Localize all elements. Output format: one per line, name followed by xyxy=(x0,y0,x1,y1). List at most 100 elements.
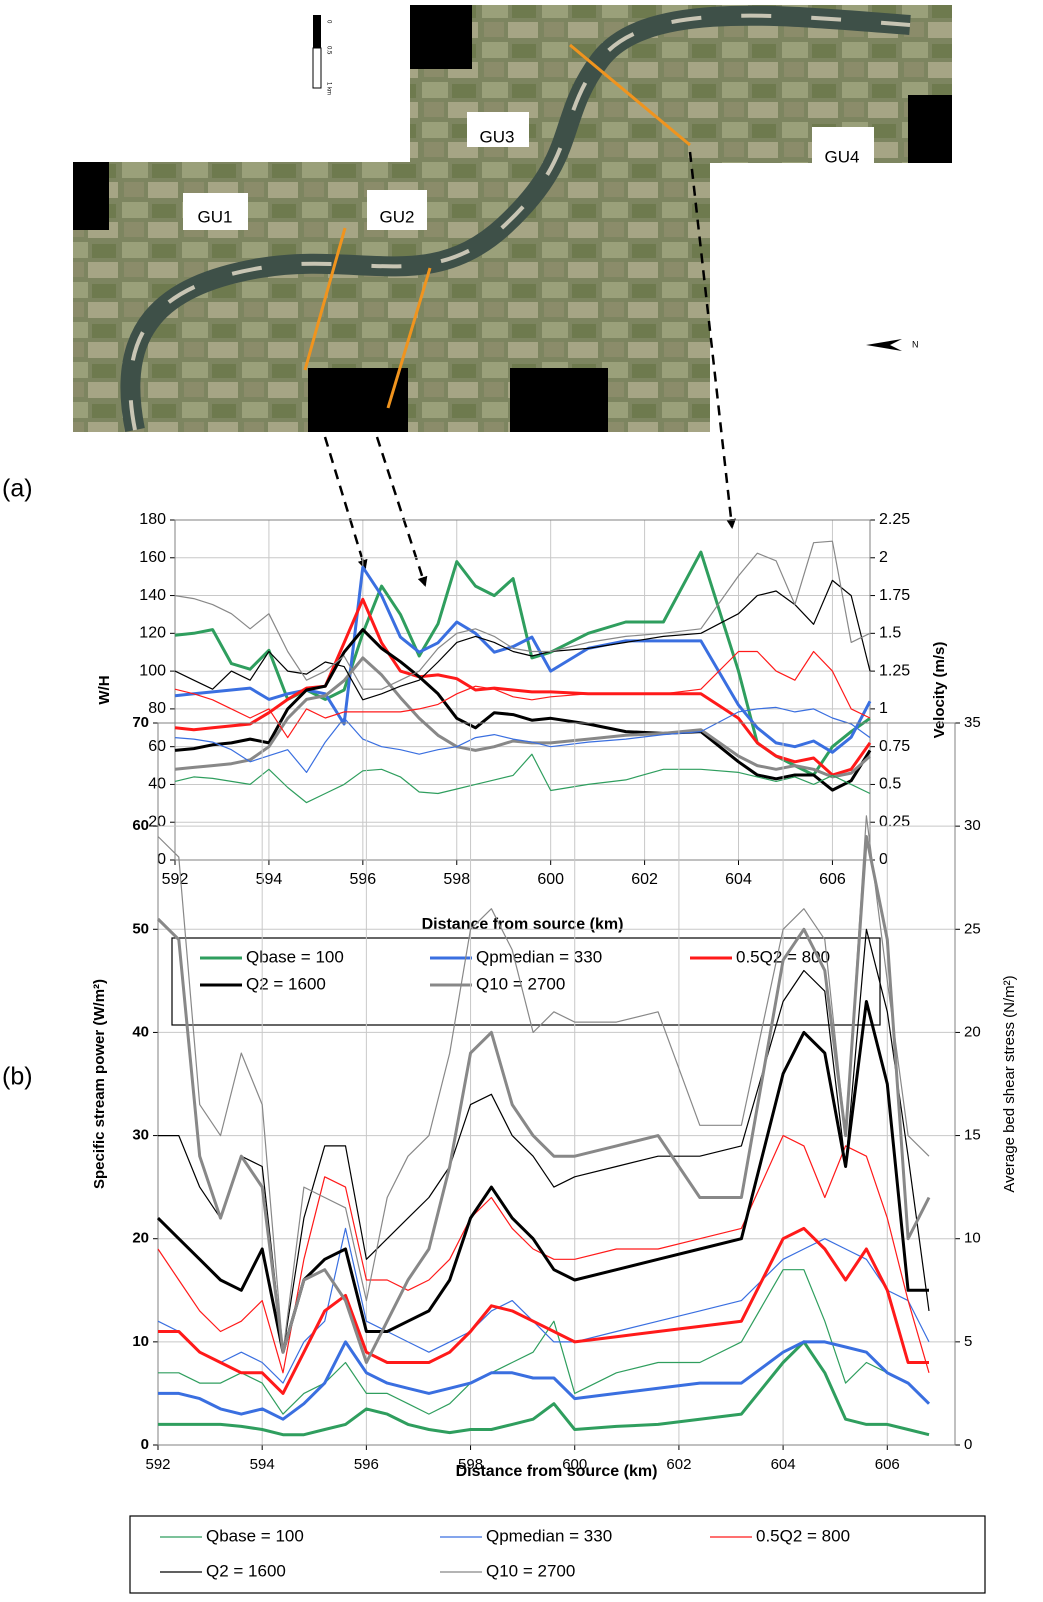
map-blank xyxy=(510,368,608,432)
y2-tick-label: 0.5 xyxy=(879,776,901,793)
series-line xyxy=(158,1340,931,1421)
x-tick-label: 592 xyxy=(145,1456,170,1473)
map-blank xyxy=(73,162,109,230)
series-line xyxy=(158,1226,929,1395)
y2-tick-label: 0 xyxy=(879,851,888,868)
y-tick-label: 30 xyxy=(132,1127,149,1144)
y2-tick-label: 0.25 xyxy=(879,813,910,830)
y2-tick-label: 1.25 xyxy=(879,662,910,679)
series-line xyxy=(174,650,871,739)
y2-tick-label: 1 xyxy=(879,700,888,717)
map-label: GU2 xyxy=(380,207,415,226)
x-tick-label: 602 xyxy=(631,871,658,888)
y-tick-label: 20 xyxy=(132,1230,149,1247)
y-tick-label: 60 xyxy=(132,817,149,834)
y2-tick-label: 1.75 xyxy=(879,587,910,604)
x-tick-label: 602 xyxy=(666,1456,691,1473)
cross-section xyxy=(303,227,347,371)
y2-tick-label: 2 xyxy=(879,549,888,566)
legend-label: Qbase = 100 xyxy=(206,1526,304,1545)
series-line xyxy=(174,628,872,792)
pointer-arrow xyxy=(688,151,737,529)
legend-label: Q10 = 2700 xyxy=(486,1561,575,1580)
y2-tick-label: 0.75 xyxy=(879,738,910,755)
aerial-map: GU1 GU2 GU3 GU4 0 0.5 1 km N xyxy=(73,5,952,432)
scale-bar xyxy=(312,47,322,89)
legend-box xyxy=(129,1515,986,1594)
legend-label: Q2 = 1600 xyxy=(246,974,326,993)
x-tick-label: 592 xyxy=(162,871,189,888)
y2-tick-label: 0 xyxy=(964,1436,972,1453)
x-tick-label: 598 xyxy=(458,1456,483,1473)
series-line xyxy=(174,565,872,754)
map-label: GU4 xyxy=(825,147,860,166)
series-line xyxy=(174,540,871,690)
x-tick-label: 606 xyxy=(875,1456,900,1473)
map-label: GU3 xyxy=(480,127,515,146)
pointer-arrow xyxy=(375,436,428,587)
y-tick-label: 120 xyxy=(139,625,166,642)
label-box xyxy=(367,190,427,230)
x-tick-label: 600 xyxy=(562,1456,587,1473)
legend-label: Q2 = 1600 xyxy=(206,1561,286,1580)
x-tick-label: 596 xyxy=(349,871,376,888)
plot-frame xyxy=(157,722,956,1446)
series-line xyxy=(157,1135,930,1374)
y-tick-label: 180 xyxy=(139,511,166,528)
y2-tick-label: 10 xyxy=(964,1230,981,1247)
x-tick-label: 604 xyxy=(725,871,752,888)
y-tick-label: 70 xyxy=(132,714,149,731)
x-tick-label: 606 xyxy=(819,871,846,888)
cross-section xyxy=(569,43,691,147)
y2-tick-label: 35 xyxy=(964,714,981,731)
y2-tick-label: 2.25 xyxy=(879,511,910,528)
scale-label: 1 km xyxy=(325,82,331,95)
series-line xyxy=(158,928,930,1353)
legend-label: Qpmedian = 330 xyxy=(476,947,602,966)
y-tick-label: 140 xyxy=(139,587,166,604)
north-label: N xyxy=(912,339,919,349)
series-line xyxy=(156,1000,929,1354)
x-tick-label: 598 xyxy=(443,871,470,888)
x-tick-label: 596 xyxy=(354,1456,379,1473)
scale-label: 0 xyxy=(325,20,331,24)
pointer-arrow xyxy=(323,436,368,570)
cross-section xyxy=(386,267,432,409)
map-label: GU1 xyxy=(198,207,233,226)
y-tick-label: 0 xyxy=(141,1436,149,1453)
legend-box xyxy=(171,937,881,1026)
y2-axis-title: Velocity (m/s) xyxy=(931,642,948,739)
series-line xyxy=(174,753,871,804)
series-line xyxy=(174,656,872,779)
series-line xyxy=(174,706,871,773)
y-axis-title: Specific stream power (W/m²) xyxy=(91,979,108,1189)
y-tick-label: 0 xyxy=(157,851,166,868)
series-line xyxy=(157,815,930,1353)
y2-tick-label: 20 xyxy=(964,1023,981,1040)
north-arrow xyxy=(866,339,902,351)
river-bank xyxy=(128,13,911,431)
series-line xyxy=(158,1340,930,1437)
scale-bar xyxy=(313,15,321,48)
x-axis-title: Distance from source (km) xyxy=(456,1463,658,1480)
y2-tick-label: 1.5 xyxy=(879,625,901,642)
map-blank xyxy=(908,95,952,163)
y-tick-label: 50 xyxy=(132,920,149,937)
legend-label: 0.5Q2 = 800 xyxy=(756,1526,850,1545)
panel-label: (b) xyxy=(2,1063,33,1091)
y-tick-label: 100 xyxy=(139,662,166,679)
y-tick-label: 40 xyxy=(132,1023,149,1040)
map-blank xyxy=(308,368,408,432)
x-tick-label: 594 xyxy=(256,871,283,888)
map-blank xyxy=(410,5,472,69)
scale-label: 0.5 xyxy=(325,46,331,55)
y2-tick-label: 5 xyxy=(964,1333,972,1350)
label-box xyxy=(812,127,874,163)
y-tick-label: 160 xyxy=(139,549,166,566)
label-box xyxy=(467,112,529,147)
series-line xyxy=(174,597,872,777)
plot-frame xyxy=(174,519,871,861)
legend-label: Qpmedian = 330 xyxy=(486,1526,612,1545)
series-line xyxy=(156,835,931,1364)
y2-tick-label: 15 xyxy=(964,1127,981,1144)
